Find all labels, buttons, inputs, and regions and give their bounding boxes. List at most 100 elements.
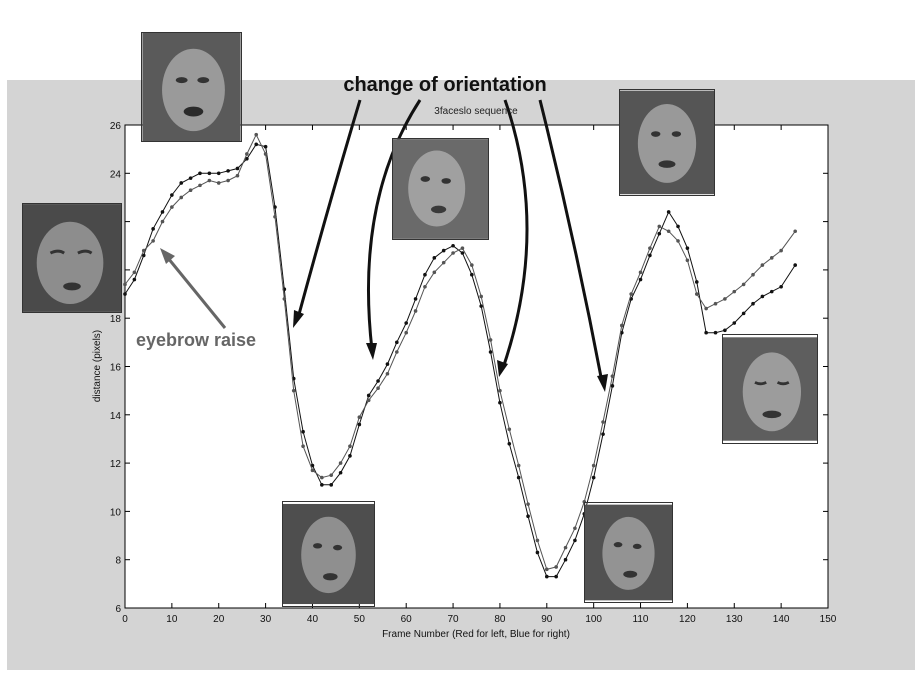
series-2-point	[648, 246, 652, 250]
orientation-arrowheads	[293, 310, 608, 392]
series-2-point	[460, 246, 465, 250]
series-1-point	[573, 538, 577, 543]
series-1-point	[151, 227, 155, 231]
orientation-arrows	[296, 99, 604, 383]
y-tick-label: 24	[110, 169, 122, 180]
series-2-point	[413, 309, 418, 313]
series-1-point	[235, 166, 240, 171]
series-1-point	[395, 340, 399, 345]
series-1-point	[216, 171, 221, 176]
series-2-point	[732, 289, 737, 294]
series-2-point	[713, 301, 718, 306]
series-2-point	[254, 132, 259, 137]
series-1-point	[366, 393, 371, 398]
series-1-point	[535, 550, 540, 555]
x-axis-label: Frame Number (Red for left, Blue for rig…	[382, 629, 570, 640]
y-tick-label: 14	[110, 411, 122, 422]
series-2-point	[160, 219, 165, 224]
series-2-point	[291, 388, 296, 393]
series-2-point	[423, 285, 427, 289]
series-2-point	[132, 270, 137, 275]
series-2-point	[404, 330, 409, 335]
series-1-point	[329, 483, 334, 487]
series-1-point	[226, 169, 230, 173]
x-tick-label: 70	[448, 614, 460, 625]
series-1-point	[545, 574, 549, 579]
face-image-left	[22, 203, 122, 313]
face-image-right	[722, 334, 818, 444]
series-2-point	[123, 282, 127, 287]
series-1-point	[676, 224, 680, 229]
series-1-point	[760, 294, 765, 299]
series-2-point	[282, 297, 287, 301]
series-2-point	[141, 248, 146, 253]
y-tick-label: 12	[110, 459, 122, 470]
series-2-point	[563, 545, 568, 550]
series-1-point	[479, 304, 483, 308]
annotation-change-of-orientation: change of orientation	[343, 74, 546, 96]
series-2-point	[619, 323, 624, 328]
series-2-point	[779, 248, 783, 253]
series-1-point	[132, 277, 137, 282]
series-2-point	[666, 229, 671, 234]
series-1-point	[160, 210, 165, 214]
eyebrow-arrow	[166, 257, 227, 329]
series-2-point	[741, 282, 746, 287]
series-1-point	[198, 171, 202, 176]
series-2-point	[376, 386, 380, 391]
series-2-point	[329, 473, 334, 477]
series-2-point	[516, 463, 521, 468]
series-1-point	[338, 470, 343, 475]
series-1-point	[591, 475, 596, 480]
y-tick-label: 10	[110, 507, 122, 518]
series-1-point	[751, 301, 755, 306]
series-1-point	[657, 231, 662, 236]
x-tick-label: 30	[260, 614, 272, 625]
eyebrow-arrowhead	[160, 248, 175, 264]
x-tick-label: 150	[820, 614, 837, 625]
series-1-point	[526, 514, 530, 519]
series-1-point	[310, 463, 315, 468]
series-1-point	[432, 256, 437, 260]
series-1-point	[507, 441, 512, 446]
series-2-point	[432, 270, 437, 275]
series-1-point	[441, 248, 446, 253]
series-2-point	[451, 251, 455, 255]
series-1-point	[207, 171, 212, 176]
series-1-point	[470, 272, 474, 277]
x-tick-label: 60	[401, 614, 413, 625]
y-tick-label: 18	[110, 314, 122, 325]
arrowhead-3	[497, 360, 508, 377]
orientation-arrow-2	[367, 99, 422, 351]
series-1-point	[170, 193, 174, 197]
series-2-point	[366, 398, 371, 403]
series-2-point	[769, 256, 774, 260]
series-2-point	[573, 526, 577, 531]
series-1-point	[413, 297, 418, 301]
series-2-point	[629, 292, 633, 296]
series-1-point	[741, 311, 746, 316]
x-tick-label: 100	[585, 614, 602, 625]
series-1-point	[404, 321, 409, 325]
series-1-point	[554, 574, 558, 579]
series-1-point	[451, 243, 455, 248]
series-1-point	[685, 246, 690, 250]
series-2-point	[507, 427, 512, 432]
series-2-point	[216, 181, 221, 185]
series-1-point	[648, 253, 652, 258]
x-tick-label: 50	[354, 614, 366, 625]
face-image-top-left	[141, 32, 242, 142]
series-1-point	[723, 328, 727, 333]
series-1-point	[376, 379, 380, 383]
series-1-point	[769, 289, 774, 294]
x-tick-label: 120	[679, 614, 696, 625]
x-tick-label: 40	[307, 614, 319, 625]
series-2-point	[348, 444, 352, 448]
series-1-point	[460, 251, 465, 255]
x-tick-label: 10	[166, 614, 178, 625]
series-2-point	[751, 272, 755, 277]
series-2-point	[245, 152, 249, 156]
orientation-arrow-1	[296, 99, 362, 319]
annotation-eyebrow-raise: eyebrow raise	[136, 330, 256, 350]
series-1-point	[357, 422, 362, 427]
